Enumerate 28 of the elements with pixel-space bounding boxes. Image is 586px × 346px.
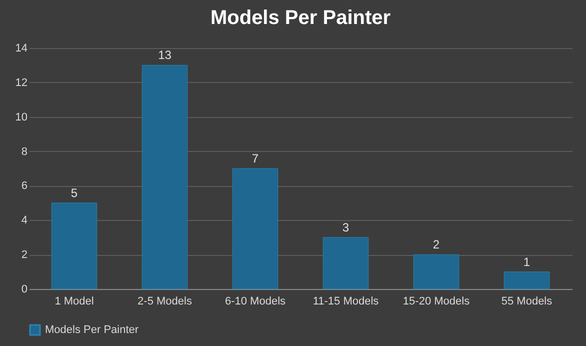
data-label: 2: [432, 238, 440, 252]
y-tick-label: 12: [15, 76, 28, 89]
y-tick-label: 4: [21, 214, 28, 227]
y-tick-label: 14: [15, 42, 28, 54]
x-tick-label: 2-5 Models: [138, 296, 192, 308]
data-label: 5: [70, 186, 78, 200]
data-label: 13: [158, 48, 172, 62]
y-tick-label: 6: [21, 180, 28, 192]
data-label: 7: [252, 152, 259, 166]
y-tick-label: 2: [21, 249, 28, 262]
chart-title: Models Per Painter: [210, 7, 391, 29]
legend-label: Models Per Painter: [45, 324, 139, 336]
y-tick-label: 0: [21, 284, 28, 296]
x-tick-label: 11-15 Models: [312, 296, 380, 308]
y-tick-label: 8: [21, 146, 28, 158]
x-tick-label: 1 Model: [54, 296, 94, 308]
x-tick-label: 55 Models: [501, 296, 553, 308]
bar: [504, 272, 550, 290]
data-label: 1: [523, 254, 530, 269]
bar: [232, 168, 278, 290]
x-tick-label: 15-20 Models: [402, 296, 470, 308]
x-tick-label: 6-10 Models: [224, 296, 286, 308]
data-label: 3: [342, 220, 350, 234]
bar: [51, 202, 98, 290]
bar: [142, 64, 188, 290]
y-tick-label: 10: [15, 111, 28, 124]
bar: [413, 254, 460, 290]
bar: [322, 237, 369, 290]
